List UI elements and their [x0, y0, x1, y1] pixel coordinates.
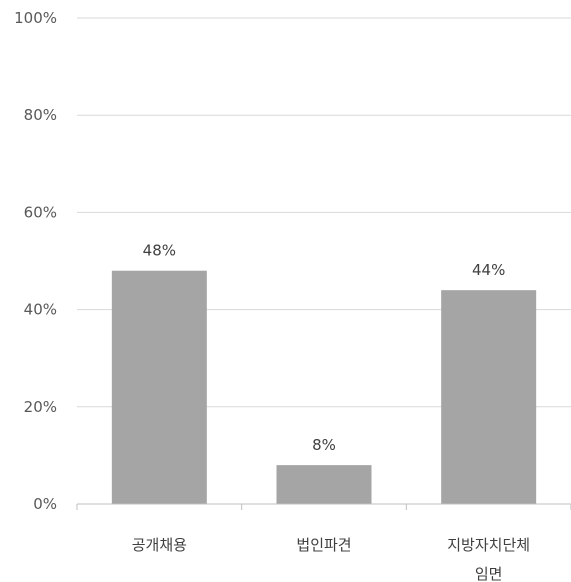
x-category-label: 지방자치단체 [447, 536, 530, 554]
bar [441, 290, 537, 504]
bar [276, 465, 372, 504]
y-tick-label: 100% [14, 9, 57, 27]
bar [111, 270, 207, 504]
labels: 0% 20% 40% 60% 80% 100% 48% 공개채용 8% 법인파견 44% 지방자치단체… [14, 9, 530, 582]
bars [111, 270, 537, 504]
y-tick-label: 60% [24, 203, 57, 221]
data-label: 44% [472, 261, 505, 279]
axes [76, 503, 571, 510]
x-category-label: 법인파견 [296, 536, 351, 554]
x-category-label: 공개채용 [132, 536, 187, 554]
y-tick-label: 0% [33, 495, 57, 513]
y-tick-label: 20% [24, 398, 57, 416]
y-tick-label: 80% [24, 106, 57, 124]
data-label: 48% [143, 242, 176, 260]
y-tick-label: 40% [24, 301, 57, 319]
data-label: 8% [312, 436, 336, 454]
x-category-label: 임면 [475, 565, 503, 582]
